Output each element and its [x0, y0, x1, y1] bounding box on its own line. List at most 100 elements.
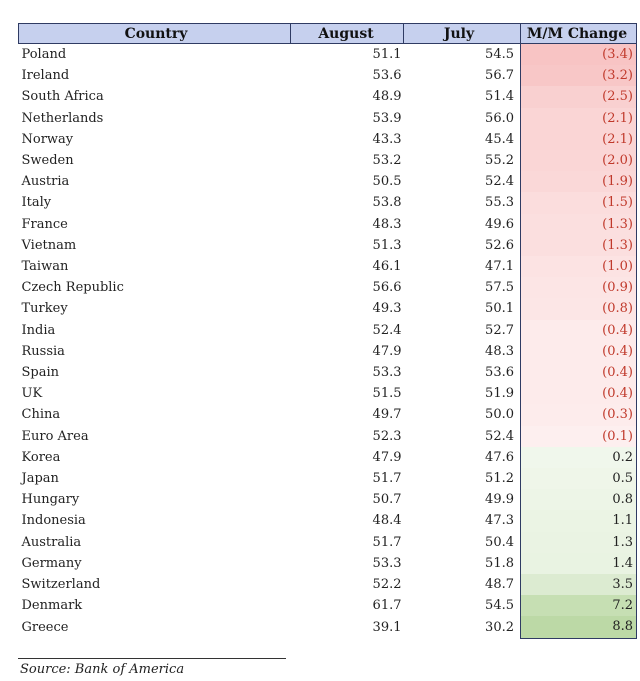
table-row: Poland 51.1 54.5 (3.4)	[19, 43, 637, 66]
cell-july: 53.6	[485, 365, 514, 381]
cell-august: 53.3	[372, 365, 402, 381]
cell-mm-change: 0.5	[520, 468, 637, 490]
cell-country: Australia	[21, 534, 82, 550]
cell-mm-change: 1.3	[520, 531, 637, 553]
cell-country: Italy	[21, 195, 52, 211]
cell-country: Switzerland	[21, 577, 101, 593]
cell-mm-change: (0.3)	[520, 404, 637, 426]
cell-august: 39.1	[372, 619, 402, 635]
cell-july: 48.3	[485, 343, 514, 359]
table-row: Euro Area 52.3 52.4 (0.1)	[19, 425, 637, 447]
cell-mm-change: (0.8)	[520, 298, 637, 320]
cell-mm-change: (0.4)	[520, 340, 637, 363]
table-row: Russia 47.9 48.3 (0.4)	[19, 340, 637, 363]
cell-july: 52.4	[485, 428, 514, 444]
cell-august: 50.5	[372, 174, 402, 190]
table-row: India 52.4 52.7 (0.4)	[19, 319, 637, 341]
cell-august: 46.1	[372, 259, 402, 275]
cell-july: 51.9	[485, 386, 514, 402]
table-body: Poland 51.1 54.5 (3.4) Ireland 53.6 56.7 (3.2) S…	[19, 43, 637, 639]
table-row: Taiwan 46.1 47.1 (1.0)	[19, 256, 637, 278]
cell-july: 54.5	[485, 598, 514, 614]
cell-august: 61.7	[372, 598, 402, 614]
cell-july: 51.8	[485, 555, 514, 571]
cell-mm-change: 1.1	[520, 510, 637, 532]
table-row: France 48.3 49.6 (1.3)	[19, 213, 637, 235]
cell-august: 47.9	[372, 449, 402, 465]
cell-mm-change: (0.4)	[520, 319, 637, 341]
table-row: Switzerland 52.2 48.7 3.5	[19, 574, 637, 596]
cell-july: 50.0	[485, 407, 514, 423]
table-row: Sweden 53.2 55.2 (2.0)	[19, 150, 637, 172]
cell-august: 56.6	[372, 280, 402, 296]
cell-july: 52.6	[485, 237, 514, 253]
cell-country: Japan	[21, 471, 59, 487]
cell-july: 48.7	[485, 577, 514, 593]
cell-july: 51.2	[485, 471, 514, 487]
cell-mm-change: (1.3)	[520, 234, 637, 257]
cell-july: 57.5	[485, 280, 514, 296]
cell-july: 45.4	[485, 131, 514, 147]
cell-mm-change: (1.5)	[520, 192, 637, 214]
cell-july: 47.3	[485, 513, 514, 529]
cell-mm-change: 3.5	[520, 574, 637, 596]
cell-august: 53.9	[372, 110, 402, 126]
table-row: Italy 53.8 55.3 (1.5)	[19, 192, 637, 214]
table-row: Vietnam 51.3 52.6 (1.3)	[19, 234, 637, 257]
cell-mm-change: (0.4)	[520, 362, 637, 384]
cell-country: Germany	[21, 555, 82, 571]
cell-mm-change: (1.9)	[520, 171, 637, 193]
cell-july: 56.0	[485, 110, 514, 126]
table-row: Australia 51.7 50.4 1.3	[19, 531, 637, 553]
cell-mm-change: (3.2)	[520, 65, 637, 87]
cell-mm-change: (1.3)	[520, 213, 637, 235]
cell-mm-change: 0.2	[520, 446, 637, 469]
header-mm-change: M/M Change	[520, 23, 637, 44]
cell-july: 49.9	[485, 492, 514, 508]
table-row: Denmark 61.7 54.5 7.2	[19, 595, 637, 617]
cell-august: 52.4	[372, 322, 402, 338]
cell-mm-change: (2.1)	[520, 107, 637, 129]
cell-country: France	[21, 216, 68, 232]
table-row: Czech Republic 56.6 57.5 (0.9)	[19, 277, 637, 299]
cell-country: Norway	[21, 131, 74, 147]
table-row: Austria 50.5 52.4 (1.9)	[19, 171, 637, 193]
cell-country: Euro Area	[21, 428, 89, 444]
table-row: Norway 43.3 45.4 (2.1)	[19, 128, 637, 151]
table-row: Spain 53.3 53.6 (0.4)	[19, 362, 637, 384]
table-row: UK 51.5 51.9 (0.4)	[19, 383, 637, 405]
pmi-table: Country August July M/M Change Poland 51.…	[18, 23, 637, 639]
table-row: Korea 47.9 47.6 0.2	[19, 446, 637, 469]
cell-mm-change: (3.4)	[520, 43, 637, 66]
cell-july: 50.4	[485, 534, 514, 550]
cell-mm-change: (2.1)	[520, 128, 637, 151]
source-divider	[18, 658, 286, 659]
cell-country: Ireland	[21, 68, 70, 84]
cell-country: Spain	[21, 365, 60, 381]
cell-country: Vietnam	[21, 237, 77, 253]
table-row: Turkey 49.3 50.1 (0.8)	[19, 298, 637, 320]
cell-july: 47.1	[485, 259, 514, 275]
cell-july: 54.5	[485, 47, 514, 62]
cell-august: 53.2	[372, 153, 402, 169]
cell-august: 49.7	[372, 407, 402, 423]
header-row: Country August July M/M Change	[18, 23, 637, 44]
cell-august: 51.5	[372, 386, 402, 402]
cell-country: Taiwan	[21, 259, 69, 275]
cell-july: 47.6	[485, 449, 514, 465]
cell-mm-change: (0.1)	[520, 425, 637, 447]
cell-july: 55.2	[485, 153, 514, 169]
cell-august: 51.7	[372, 534, 402, 550]
table-row: Netherlands 53.9 56.0 (2.1)	[19, 107, 637, 129]
cell-country: Sweden	[21, 153, 74, 169]
cell-august: 53.6	[372, 68, 402, 84]
cell-august: 49.3	[372, 301, 402, 317]
cell-july: 49.6	[485, 216, 514, 232]
cell-country: Indonesia	[21, 513, 86, 529]
cell-july: 51.4	[485, 89, 514, 105]
cell-july: 56.7	[485, 68, 514, 84]
cell-august: 48.4	[372, 513, 402, 529]
cell-july: 50.1	[485, 301, 514, 317]
table-row: Hungary 50.7 49.9 0.8	[19, 489, 637, 511]
header-country: Country	[18, 23, 291, 44]
